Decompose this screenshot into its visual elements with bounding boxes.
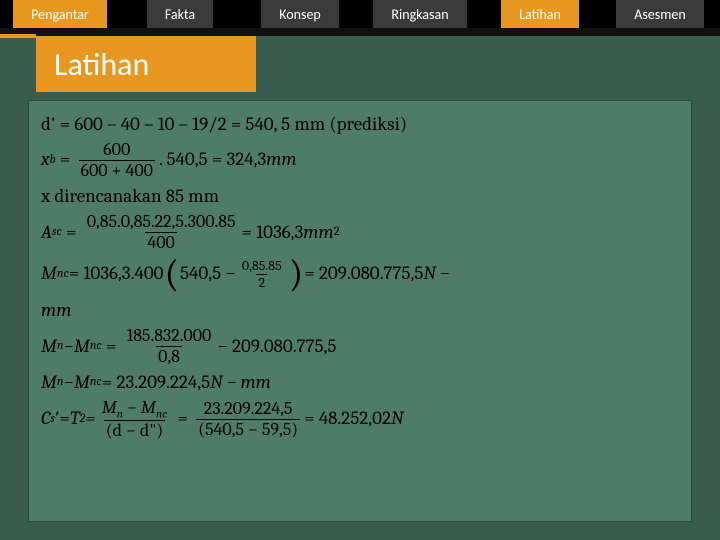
tab-pengantar[interactable]: Pengantar <box>13 0 107 28</box>
var-M: M <box>41 326 57 368</box>
equation-dprime: d' = 600 – 40 – 10 – 19/2 = 540, 5 mm (p… <box>41 109 679 139</box>
content-panel: d' = 600 – 40 – 10 – 19/2 = 540, 5 mm (p… <box>28 100 692 522</box>
unit-nmm: N − mm <box>210 367 271 397</box>
var-T: T <box>70 398 80 440</box>
fraction-mnc: 0,85.85 2 <box>240 258 284 290</box>
unit-mm: mm <box>41 295 71 325</box>
num: 0,85.0,85.22,5.300.85 <box>85 212 238 232</box>
var-M: M <box>74 326 90 368</box>
section-title-box: Latihan <box>36 36 256 92</box>
equation-asc: Asc = 0,85.0,85.22,5.300.85 400 = 1036,3… <box>41 212 679 254</box>
unit-n: N − <box>423 253 449 295</box>
sup-2: 2 <box>334 219 340 246</box>
tab-konsep[interactable]: Konsep <box>261 0 339 28</box>
var-M: M <box>41 253 57 295</box>
sub-nc: nc <box>90 333 102 360</box>
equation-xb: xb = 600 600 + 400 . 540,5 = 324,3mm <box>41 139 679 181</box>
equation-mnc-cont: mm <box>41 295 679 325</box>
equation-xplan: x direncanakan 85 mm <box>41 181 679 211</box>
unit-n: N <box>391 398 403 440</box>
tab-asesmen[interactable]: Asesmen <box>616 0 704 28</box>
equation-mn-mnc: Mn − Mnc = 185.832.000 0,8 − 209.080.775… <box>41 326 679 368</box>
unit-mm: mm <box>266 139 296 181</box>
sub-nc: nc <box>90 373 102 393</box>
text: 540,5 − <box>180 253 236 295</box>
den: 400 <box>145 232 176 253</box>
equation-mnc: Mnc = 1036,3.400 ( 540,5 − 0,85.85 2 ) =… <box>41 253 679 295</box>
text: = 1036,3 <box>242 212 304 254</box>
den: (d − d") <box>104 420 165 441</box>
text: − 209.080.775,5 <box>217 326 336 368</box>
sub: nc <box>156 406 167 420</box>
text: = 23.209.224,5 <box>102 367 210 397</box>
fraction-mn: 185.832.000 0,8 <box>125 326 214 367</box>
den: 0,8 <box>156 346 182 367</box>
section-title: Latihan <box>54 45 149 84</box>
num: 23.209.224,5 <box>202 399 295 419</box>
var-M: M <box>141 397 156 418</box>
num: Mn − Mnc <box>100 398 169 420</box>
var-M: M <box>102 397 117 418</box>
text: = 1036,3.400 <box>69 253 164 295</box>
sub-nc: nc <box>57 261 69 288</box>
text: − <box>63 367 74 397</box>
equation-mn-result: Mn − Mnc = 23.209.224,5N − mm <box>41 367 679 397</box>
text: . 540,5 = 324,3 <box>159 139 266 181</box>
num: 600 <box>101 140 132 160</box>
tab-underline <box>0 28 720 34</box>
fraction-xb: 600 600 + 400 <box>79 140 155 181</box>
num: 0,85.85 <box>240 258 284 273</box>
den: (540,5 − 59,5) <box>196 419 300 440</box>
fraction-cs1: Mn − Mnc (d − d") <box>100 398 169 441</box>
text: = 48.252,02 <box>304 398 391 440</box>
fraction-cs2: 23.209.224,5 (540,5 − 59,5) <box>196 399 300 440</box>
tab-ringkasan[interactable]: Ringkasan <box>373 0 466 28</box>
fraction-asc: 0,85.0,85.22,5.300.85 400 <box>85 212 238 253</box>
var-C: C <box>41 398 50 440</box>
text: = 209.080.775,5 <box>304 253 423 295</box>
text: − <box>63 326 74 368</box>
equation-cs: Cs′ = T2 = Mn − Mnc (d − d") = 23.209.22… <box>41 398 679 441</box>
eq-sign: = <box>85 398 96 440</box>
sub-n: n <box>57 333 64 360</box>
tab-latihan[interactable]: Latihan <box>501 0 579 28</box>
var-A: A <box>41 212 52 254</box>
var-M: M <box>41 367 57 397</box>
sub: n <box>117 406 123 420</box>
sub-n: n <box>57 373 64 393</box>
tab-fakta[interactable]: Fakta <box>147 0 213 28</box>
num: 185.832.000 <box>125 326 214 346</box>
sub-sc: sc <box>52 219 62 246</box>
den: 2 <box>256 274 267 290</box>
var-x: x <box>41 139 49 181</box>
unit-mm: mm <box>303 212 333 254</box>
eq-sign: = <box>59 398 70 440</box>
den: 600 + 400 <box>79 160 155 181</box>
var-M: M <box>74 367 90 397</box>
